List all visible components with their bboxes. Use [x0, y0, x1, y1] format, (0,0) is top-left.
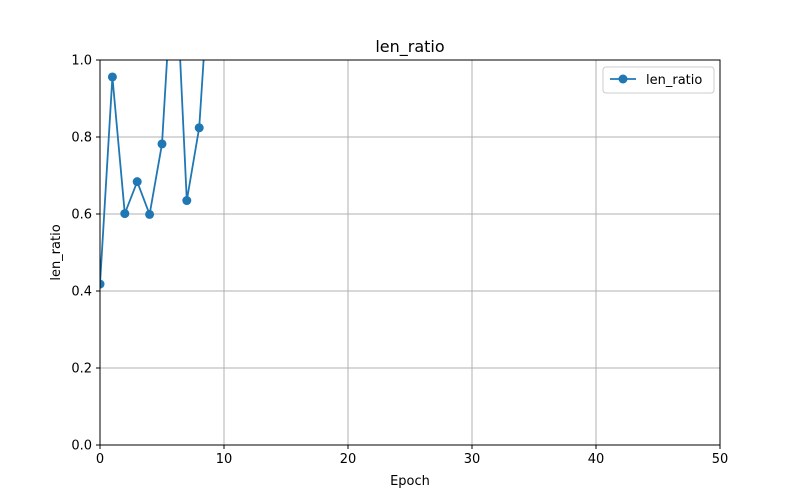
data-point	[182, 196, 192, 206]
x-tick-label: 0	[96, 452, 104, 467]
plot-area-background	[100, 60, 720, 445]
legend-label: len_ratio	[646, 73, 702, 88]
x-tick-label: 30	[464, 452, 481, 467]
legend-frame	[602, 66, 715, 94]
legend-marker-swatch	[618, 74, 628, 84]
plot-frame	[99, 59, 721, 446]
x-tick-label: 10	[216, 452, 233, 467]
x-axis-ticks: 0 10 20 30 40 50	[96, 445, 728, 467]
x-axis-label: Epoch	[390, 474, 430, 489]
data-point	[100, 279, 105, 289]
x-tick-label: 20	[340, 452, 357, 467]
data-point	[120, 209, 130, 219]
legend: len_ratio	[602, 66, 715, 94]
series-line	[100, 60, 205, 285]
y-tick-label: 0.4	[71, 285, 92, 300]
y-tick-label: 0.0	[71, 439, 92, 454]
series-layer	[100, 60, 205, 285]
y-axis-ticks: 0.0 0.2 0.4 0.6 0.8 1.0	[71, 54, 100, 454]
y-tick-label: 0.8	[71, 131, 92, 146]
data-point	[194, 123, 204, 133]
y-axis-label: len_ratio	[49, 224, 64, 280]
data-point	[157, 139, 167, 149]
data-point	[107, 72, 117, 82]
x-tick-label: 40	[588, 452, 605, 467]
y-tick-label: 1.0	[71, 54, 92, 69]
x-tick-label: 50	[712, 452, 729, 467]
y-tick-label: 0.2	[71, 362, 92, 377]
data-point	[132, 177, 142, 187]
chart-title: len_ratio	[375, 37, 444, 57]
marker-layer	[100, 72, 204, 289]
y-tick-label: 0.6	[71, 208, 92, 223]
data-point	[145, 209, 155, 219]
